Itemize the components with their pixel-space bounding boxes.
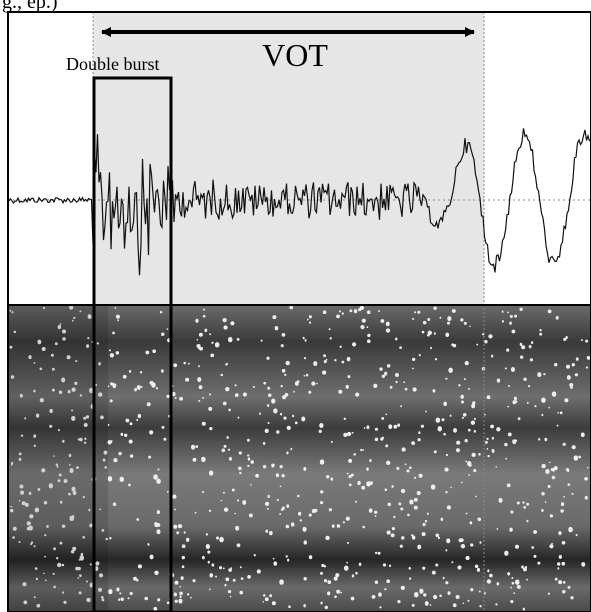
spectrogram (8, 305, 591, 612)
burst-label: Double burst (66, 54, 160, 74)
burst-box (92, 76, 173, 612)
vot-label: VOT (262, 37, 328, 73)
figure-frame (7, 11, 591, 612)
caption-fragment: g., ep.) (2, 0, 58, 13)
spectrogram-shade (8, 305, 108, 612)
vot-region (93, 12, 484, 305)
waveform (7, 128, 591, 276)
